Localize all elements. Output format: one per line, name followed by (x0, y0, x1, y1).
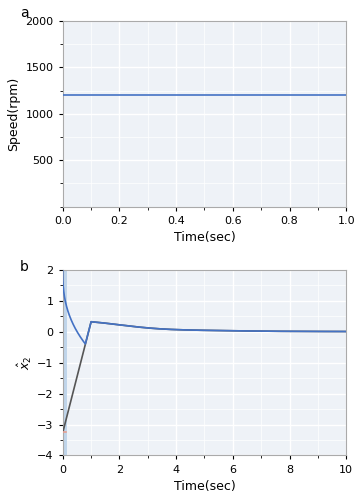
Text: b: b (20, 260, 29, 274)
Y-axis label: $\hat{x}_2$: $\hat{x}_2$ (16, 356, 34, 370)
Bar (63, 270, 67, 456)
Text: a: a (20, 6, 29, 20)
X-axis label: Time(sec): Time(sec) (173, 232, 235, 244)
Y-axis label: Speed(rpm): Speed(rpm) (7, 76, 20, 151)
X-axis label: Time(sec): Time(sec) (173, 480, 235, 493)
